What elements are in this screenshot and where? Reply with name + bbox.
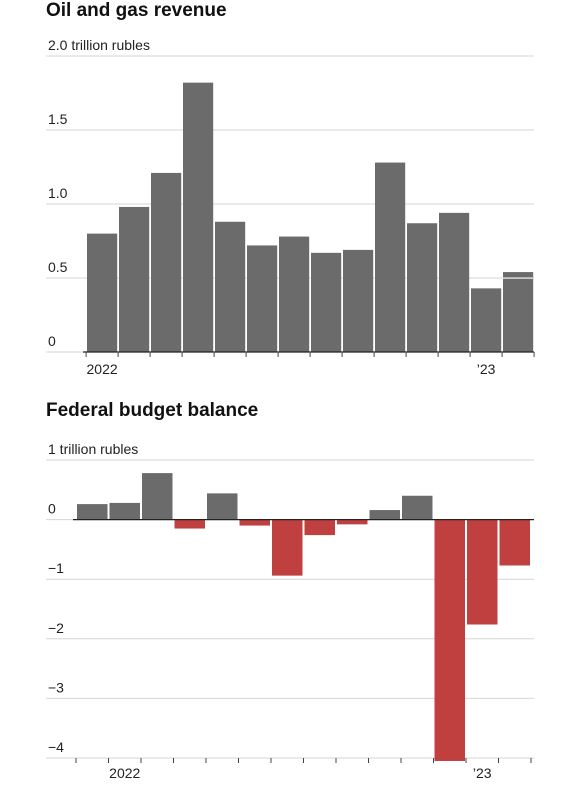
c0-bar-5 bbox=[247, 245, 278, 352]
c0-bar-1 bbox=[119, 206, 150, 352]
c1-bar-12 bbox=[467, 519, 498, 625]
c0-ytick-label-1: 0.5 bbox=[48, 259, 68, 275]
chart-title-budget: Federal budget balance bbox=[46, 400, 259, 421]
c1-bar-10 bbox=[402, 495, 433, 520]
c1-bar-4 bbox=[207, 493, 238, 520]
c1-bar-3 bbox=[174, 519, 205, 529]
c0-bar-6 bbox=[279, 236, 310, 352]
c1-ytick-label-3: −2 bbox=[48, 620, 64, 636]
c1-ytick-label-0: 1 trillion rubles bbox=[48, 441, 138, 457]
c1-bar-11 bbox=[434, 519, 465, 761]
c1-bar-8 bbox=[337, 519, 368, 525]
c0-bar-10 bbox=[407, 223, 438, 352]
c1-bar-1 bbox=[109, 502, 140, 520]
c0-xtick-label-1: ’23 bbox=[477, 361, 496, 377]
c1-xtick-label-1: ’23 bbox=[473, 765, 492, 781]
c1-bar-7 bbox=[304, 519, 335, 536]
c1-bar-9 bbox=[369, 510, 400, 520]
c0-bar-11 bbox=[439, 212, 470, 352]
c0-bar-9 bbox=[375, 162, 406, 352]
c1-bar-6 bbox=[272, 519, 303, 576]
c0-ytick-label-2: 1.0 bbox=[48, 185, 68, 201]
c0-bar-2 bbox=[151, 172, 182, 352]
c1-bar-0 bbox=[77, 504, 108, 520]
c1-xtick-label-0: 2022 bbox=[109, 765, 140, 781]
c0-bar-12 bbox=[471, 288, 502, 352]
c1-ytick-label-2: −1 bbox=[48, 560, 64, 576]
c1-bar-5 bbox=[239, 519, 270, 526]
c0-bar-0 bbox=[87, 233, 118, 352]
c1-ytick-label-5: −4 bbox=[48, 739, 64, 755]
c0-ytick-label-0: 0 bbox=[48, 333, 56, 349]
c0-ytick-label-4: 2.0 trillion rubles bbox=[48, 37, 150, 53]
c1-bar-13 bbox=[499, 519, 530, 566]
c0-ytick-label-3: 1.5 bbox=[48, 111, 68, 127]
c0-xtick-label-0: 2022 bbox=[87, 361, 118, 377]
c0-bar-13 bbox=[503, 272, 534, 352]
c0-bar-8 bbox=[343, 249, 374, 352]
c1-ytick-label-1: 0 bbox=[48, 501, 56, 517]
c0-bar-3 bbox=[183, 82, 214, 352]
c0-bar-7 bbox=[311, 252, 342, 352]
c1-ytick-label-4: −3 bbox=[48, 679, 64, 695]
chart-title-oil-gas: Oil and gas revenue bbox=[46, 0, 227, 21]
c1-bar-2 bbox=[142, 473, 173, 520]
c0-bar-4 bbox=[215, 221, 246, 352]
